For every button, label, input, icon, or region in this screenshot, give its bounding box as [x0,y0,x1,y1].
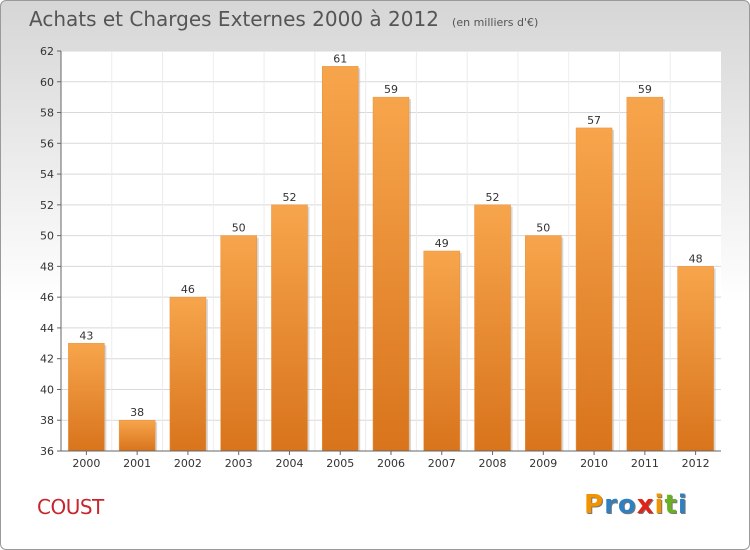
x-tick-label: 2000 [72,457,100,470]
y-tick-label: 38 [40,414,54,427]
bar-value-label: 59 [638,83,652,96]
bar [220,235,257,452]
bar [626,96,664,452]
x-tick-label: 2010 [580,457,608,470]
bar-value-label: 46 [181,283,195,296]
chart-title-main: Achats et Charges Externes 2000 à 2012 [29,7,439,31]
bar [677,266,714,452]
bar-value-label: 57 [587,114,601,127]
x-tick-label: 2008 [479,457,507,470]
y-tick-label: 54 [40,168,54,181]
x-tick-label: 2002 [174,457,202,470]
x-tick-label: 2005 [326,457,354,470]
bar-value-label: 52 [282,191,296,204]
bar-value-label: 43 [79,329,93,342]
bar [575,127,613,452]
x-tick-label: 2011 [631,457,659,470]
y-tick-label: 60 [40,76,54,89]
logo-letter: r [604,490,618,520]
y-tick-label: 50 [40,230,54,243]
x-tick-label: 2006 [377,457,405,470]
bar [68,343,105,452]
bar [525,235,562,452]
bar-value-label: 50 [536,222,550,235]
y-tick-label: 40 [40,383,54,396]
logo-letter: P [584,490,605,520]
bar [423,250,461,452]
chart-title-unit: (en milliers d'€) [452,16,539,29]
bar-value-label: 52 [486,191,500,204]
proxiti-logo: Proxiti [584,490,688,520]
bar-value-label: 50 [232,222,246,235]
y-tick-label: 42 [40,353,54,366]
bar [169,296,207,452]
chart-title: Achats et Charges Externes 2000 à 2012 (… [29,7,538,31]
x-tick-label: 2007 [428,457,456,470]
x-tick-label: 2001 [123,457,151,470]
y-tick-label: 48 [40,260,54,273]
commune-name: COUST [37,495,104,519]
x-tick-label: 2009 [529,457,557,470]
bar [372,96,410,452]
bar-value-label: 61 [333,52,347,65]
bar-value-label: 48 [689,252,703,265]
y-tick-label: 62 [40,45,54,58]
logo-letter: x [636,490,655,520]
bar-value-label: 59 [384,83,398,96]
y-tick-label: 36 [40,445,54,458]
x-tick-label: 2012 [682,457,710,470]
logo-letter: o [617,490,637,520]
logo-letter: i [677,490,688,520]
bar-value-label: 38 [130,406,144,419]
logo-letter: t [664,490,678,520]
y-tick-label: 52 [40,199,54,212]
x-tick-label: 2004 [275,457,303,470]
bar [474,204,511,452]
bar-value-label: 49 [435,237,449,250]
y-tick-label: 44 [40,322,54,335]
y-tick-label: 56 [40,137,54,150]
y-tick-label: 46 [40,291,54,304]
y-tick-label: 58 [40,107,54,120]
bar [271,204,308,452]
x-tick-label: 2003 [225,457,253,470]
logo-letter: i [654,490,665,520]
bar [118,419,156,452]
bar [321,66,359,452]
